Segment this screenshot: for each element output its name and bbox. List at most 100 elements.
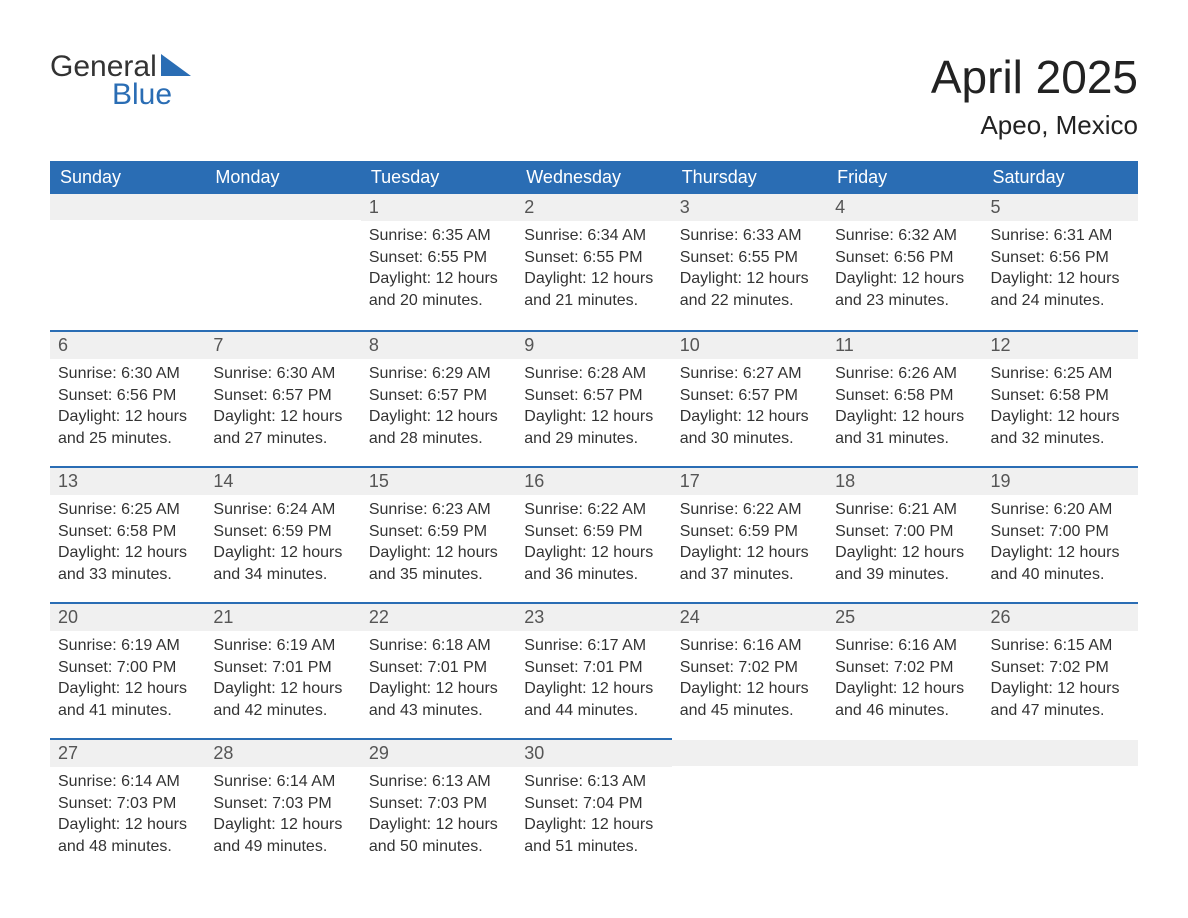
daylight-text: Daylight: 12 hours and 46 minutes. bbox=[835, 678, 974, 721]
calendar-cell: 15Sunrise: 6:23 AMSunset: 6:59 PMDayligh… bbox=[361, 466, 516, 602]
calendar-week-row: 27Sunrise: 6:14 AMSunset: 7:03 PMDayligh… bbox=[50, 738, 1138, 874]
day-data: Sunrise: 6:15 AMSunset: 7:02 PMDaylight:… bbox=[983, 631, 1138, 725]
calendar-cell bbox=[672, 738, 827, 874]
calendar-cell: 14Sunrise: 6:24 AMSunset: 6:59 PMDayligh… bbox=[205, 466, 360, 602]
daylight-text: Daylight: 12 hours and 25 minutes. bbox=[58, 406, 197, 449]
daylight-text: Daylight: 12 hours and 34 minutes. bbox=[213, 542, 352, 585]
calendar-cell bbox=[983, 738, 1138, 874]
daylight-text: Daylight: 12 hours and 39 minutes. bbox=[835, 542, 974, 585]
calendar-cell: 10Sunrise: 6:27 AMSunset: 6:57 PMDayligh… bbox=[672, 330, 827, 466]
sunrise-text: Sunrise: 6:25 AM bbox=[58, 499, 197, 521]
sunset-text: Sunset: 7:01 PM bbox=[524, 657, 663, 679]
sunset-text: Sunset: 6:59 PM bbox=[369, 521, 508, 543]
day-data: Sunrise: 6:21 AMSunset: 7:00 PMDaylight:… bbox=[827, 495, 982, 589]
sunrise-text: Sunrise: 6:14 AM bbox=[58, 771, 197, 793]
day-data: Sunrise: 6:20 AMSunset: 7:00 PMDaylight:… bbox=[983, 495, 1138, 589]
sunset-text: Sunset: 7:03 PM bbox=[58, 793, 197, 815]
day-number: 28 bbox=[205, 740, 360, 767]
sunrise-text: Sunrise: 6:17 AM bbox=[524, 635, 663, 657]
daylight-text: Daylight: 12 hours and 28 minutes. bbox=[369, 406, 508, 449]
day-data: Sunrise: 6:32 AMSunset: 6:56 PMDaylight:… bbox=[827, 221, 982, 315]
sunrise-text: Sunrise: 6:21 AM bbox=[835, 499, 974, 521]
sunset-text: Sunset: 6:57 PM bbox=[524, 385, 663, 407]
sunset-text: Sunset: 6:58 PM bbox=[991, 385, 1130, 407]
sunrise-text: Sunrise: 6:22 AM bbox=[524, 499, 663, 521]
calendar-cell: 3Sunrise: 6:33 AMSunset: 6:55 PMDaylight… bbox=[672, 194, 827, 330]
calendar-cell: 30Sunrise: 6:13 AMSunset: 7:04 PMDayligh… bbox=[516, 738, 671, 874]
sunrise-text: Sunrise: 6:23 AM bbox=[369, 499, 508, 521]
day-number: 17 bbox=[672, 468, 827, 495]
sunset-text: Sunset: 6:57 PM bbox=[680, 385, 819, 407]
day-data: Sunrise: 6:13 AMSunset: 7:03 PMDaylight:… bbox=[361, 767, 516, 861]
day-data: Sunrise: 6:19 AMSunset: 7:00 PMDaylight:… bbox=[50, 631, 205, 725]
calendar-cell: 5Sunrise: 6:31 AMSunset: 6:56 PMDaylight… bbox=[983, 194, 1138, 330]
day-number: 13 bbox=[50, 468, 205, 495]
calendar-cell: 29Sunrise: 6:13 AMSunset: 7:03 PMDayligh… bbox=[361, 738, 516, 874]
calendar-cell: 1Sunrise: 6:35 AMSunset: 6:55 PMDaylight… bbox=[361, 194, 516, 330]
sunset-text: Sunset: 7:02 PM bbox=[835, 657, 974, 679]
sunrise-text: Sunrise: 6:24 AM bbox=[213, 499, 352, 521]
sunset-text: Sunset: 7:00 PM bbox=[835, 521, 974, 543]
sunrise-text: Sunrise: 6:30 AM bbox=[213, 363, 352, 385]
daylight-text: Daylight: 12 hours and 29 minutes. bbox=[524, 406, 663, 449]
daylight-text: Daylight: 12 hours and 21 minutes. bbox=[524, 268, 663, 311]
day-number: 29 bbox=[361, 740, 516, 767]
day-number bbox=[672, 740, 827, 766]
sunset-text: Sunset: 7:02 PM bbox=[991, 657, 1130, 679]
sunrise-text: Sunrise: 6:19 AM bbox=[58, 635, 197, 657]
daylight-text: Daylight: 12 hours and 36 minutes. bbox=[524, 542, 663, 585]
calendar-week-row: 1Sunrise: 6:35 AMSunset: 6:55 PMDaylight… bbox=[50, 194, 1138, 330]
col-thursday: Thursday bbox=[672, 161, 827, 194]
sunrise-text: Sunrise: 6:32 AM bbox=[835, 225, 974, 247]
day-number: 7 bbox=[205, 332, 360, 359]
calendar-cell: 17Sunrise: 6:22 AMSunset: 6:59 PMDayligh… bbox=[672, 466, 827, 602]
sunrise-text: Sunrise: 6:13 AM bbox=[369, 771, 508, 793]
calendar-cell: 9Sunrise: 6:28 AMSunset: 6:57 PMDaylight… bbox=[516, 330, 671, 466]
daylight-text: Daylight: 12 hours and 35 minutes. bbox=[369, 542, 508, 585]
logo: General Blue bbox=[50, 50, 191, 112]
day-number: 21 bbox=[205, 604, 360, 631]
day-number bbox=[50, 194, 205, 220]
calendar-cell: 18Sunrise: 6:21 AMSunset: 7:00 PMDayligh… bbox=[827, 466, 982, 602]
sunrise-text: Sunrise: 6:30 AM bbox=[58, 363, 197, 385]
day-data: Sunrise: 6:34 AMSunset: 6:55 PMDaylight:… bbox=[516, 221, 671, 315]
calendar-cell: 13Sunrise: 6:25 AMSunset: 6:58 PMDayligh… bbox=[50, 466, 205, 602]
calendar-cell: 11Sunrise: 6:26 AMSunset: 6:58 PMDayligh… bbox=[827, 330, 982, 466]
day-data: Sunrise: 6:29 AMSunset: 6:57 PMDaylight:… bbox=[361, 359, 516, 453]
calendar-cell bbox=[827, 738, 982, 874]
day-number bbox=[205, 194, 360, 220]
day-number bbox=[827, 740, 982, 766]
sunrise-text: Sunrise: 6:25 AM bbox=[991, 363, 1130, 385]
day-data: Sunrise: 6:22 AMSunset: 6:59 PMDaylight:… bbox=[672, 495, 827, 589]
calendar-cell: 26Sunrise: 6:15 AMSunset: 7:02 PMDayligh… bbox=[983, 602, 1138, 738]
daylight-text: Daylight: 12 hours and 41 minutes. bbox=[58, 678, 197, 721]
daylight-text: Daylight: 12 hours and 42 minutes. bbox=[213, 678, 352, 721]
sunrise-text: Sunrise: 6:34 AM bbox=[524, 225, 663, 247]
calendar-cell: 28Sunrise: 6:14 AMSunset: 7:03 PMDayligh… bbox=[205, 738, 360, 874]
col-saturday: Saturday bbox=[983, 161, 1138, 194]
daylight-text: Daylight: 12 hours and 50 minutes. bbox=[369, 814, 508, 857]
calendar-table: Sunday Monday Tuesday Wednesday Thursday… bbox=[50, 161, 1138, 874]
sunrise-text: Sunrise: 6:33 AM bbox=[680, 225, 819, 247]
col-wednesday: Wednesday bbox=[516, 161, 671, 194]
sunrise-text: Sunrise: 6:20 AM bbox=[991, 499, 1130, 521]
day-data: Sunrise: 6:16 AMSunset: 7:02 PMDaylight:… bbox=[827, 631, 982, 725]
day-data: Sunrise: 6:19 AMSunset: 7:01 PMDaylight:… bbox=[205, 631, 360, 725]
day-number: 8 bbox=[361, 332, 516, 359]
day-data: Sunrise: 6:13 AMSunset: 7:04 PMDaylight:… bbox=[516, 767, 671, 861]
daylight-text: Daylight: 12 hours and 49 minutes. bbox=[213, 814, 352, 857]
daylight-text: Daylight: 12 hours and 20 minutes. bbox=[369, 268, 508, 311]
day-number: 2 bbox=[516, 194, 671, 221]
col-sunday: Sunday bbox=[50, 161, 205, 194]
calendar-cell: 21Sunrise: 6:19 AMSunset: 7:01 PMDayligh… bbox=[205, 602, 360, 738]
sunset-text: Sunset: 6:56 PM bbox=[991, 247, 1130, 269]
sunrise-text: Sunrise: 6:13 AM bbox=[524, 771, 663, 793]
day-number: 11 bbox=[827, 332, 982, 359]
sunset-text: Sunset: 7:03 PM bbox=[369, 793, 508, 815]
sunrise-text: Sunrise: 6:16 AM bbox=[680, 635, 819, 657]
sunset-text: Sunset: 7:02 PM bbox=[680, 657, 819, 679]
sunrise-text: Sunrise: 6:22 AM bbox=[680, 499, 819, 521]
sunrise-text: Sunrise: 6:19 AM bbox=[213, 635, 352, 657]
day-data: Sunrise: 6:14 AMSunset: 7:03 PMDaylight:… bbox=[205, 767, 360, 861]
daylight-text: Daylight: 12 hours and 47 minutes. bbox=[991, 678, 1130, 721]
